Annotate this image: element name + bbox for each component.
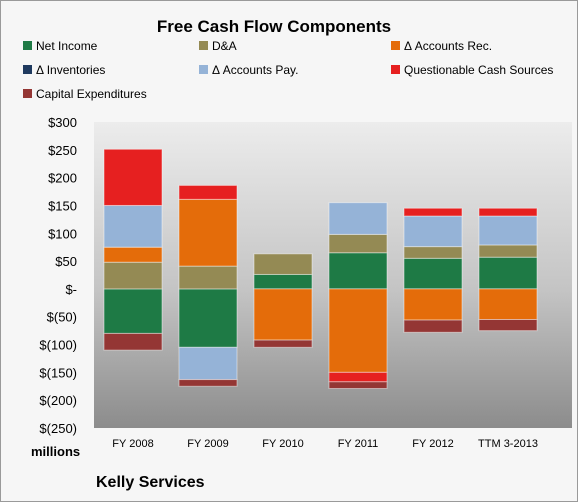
bar-segment-net-income: [478, 256, 538, 290]
y-tick-label: $200: [48, 171, 77, 186]
bar-segment-capital-expenditures: [253, 339, 313, 348]
legend-item-accounts-rec: Δ Accounts Rec.: [391, 39, 492, 53]
bar-group-fy-2011: [328, 202, 388, 389]
legend-label: Δ Inventories: [36, 63, 105, 77]
bar-segment-accounts-rec: [478, 288, 538, 321]
bar-segment-capital-expenditures: [403, 319, 463, 333]
y-tick-label: $300: [48, 115, 77, 130]
bar-segment-net-income: [403, 257, 463, 290]
company-name: Kelly Services: [96, 474, 205, 491]
y-tick-label: $(50): [47, 310, 77, 325]
bar-segment-d-a: [403, 246, 463, 259]
bar-segment-accounts-pay: [178, 346, 238, 381]
legend-item-inventories: Δ Inventories: [23, 63, 105, 77]
bar-segment-questionable-cash-sources: [328, 371, 388, 383]
bar-segment-accounts-rec: [403, 288, 463, 321]
bar-group-ttm-3-2013: [478, 207, 538, 332]
units-label: millions: [31, 444, 80, 459]
bar-segment-capital-expenditures: [478, 319, 538, 332]
bar-segment-d-a: [103, 261, 163, 290]
bar-group-fy-2009: [178, 184, 238, 387]
legend-label: Δ Accounts Pay.: [212, 63, 299, 77]
legend-item-accounts-pay: Δ Accounts Pay.: [199, 63, 299, 77]
bar-segment-accounts-rec: [328, 288, 388, 373]
legend-swatch: [199, 65, 208, 74]
y-tick-label: $(200): [39, 393, 77, 408]
bar-segment-accounts-rec: [253, 288, 313, 341]
legend-item-questionable-cash-sources: Questionable Cash Sources: [391, 63, 553, 77]
legend-swatch: [23, 65, 32, 74]
x-tick-label: TTM 3-2013: [478, 438, 538, 450]
bar-segment-d-a: [178, 265, 238, 290]
bar-segment-d-a: [253, 253, 313, 275]
legend-swatch: [391, 41, 400, 50]
bars: [103, 148, 538, 389]
chart-title: Free Cash Flow Components: [157, 17, 391, 36]
x-tick-label: FY 2011: [338, 438, 379, 450]
x-tick-label: FY 2009: [187, 438, 228, 450]
legend-item-net-income: Net Income: [23, 39, 98, 53]
bar-segment-questionable-cash-sources: [178, 184, 238, 200]
bar-segment-net-income: [253, 273, 313, 290]
x-tick-label: FY 2010: [262, 438, 303, 450]
bar-segment-net-income: [103, 288, 163, 334]
bar-segment-accounts-pay: [103, 204, 163, 248]
y-tick-label: $150: [48, 198, 77, 213]
y-tick-label: $-: [65, 282, 77, 297]
bar-segment-accounts-pay: [478, 215, 538, 246]
legend-label: Capital Expenditures: [36, 87, 147, 101]
bar-group-fy-2012: [403, 207, 463, 333]
legend-label: D&A: [212, 39, 237, 53]
legend-item-capital-expenditures: Capital Expenditures: [23, 87, 147, 101]
bar-segment-net-income: [178, 288, 238, 348]
bar-segment-accounts-pay: [403, 215, 463, 248]
bar-segment-questionable-cash-sources: [478, 207, 538, 217]
y-tick-label: $(150): [39, 365, 77, 380]
legend-swatch: [391, 65, 400, 74]
bar-segment-questionable-cash-sources: [403, 207, 463, 217]
x-tick-label: FY 2008: [112, 438, 153, 450]
bar-segment-accounts-rec: [103, 246, 163, 263]
bar-segment-accounts-rec: [178, 198, 238, 267]
legend-label: Questionable Cash Sources: [404, 63, 553, 77]
bar-group-fy-2010: [253, 253, 313, 348]
y-tick-label: $(250): [39, 421, 77, 436]
legend-swatch: [23, 41, 32, 50]
y-tick-label: $50: [55, 254, 77, 269]
bar-segment-net-income: [328, 252, 388, 290]
bar-group-fy-2008: [103, 148, 163, 351]
bar-segment-capital-expenditures: [328, 381, 388, 389]
bar-segment-capital-expenditures: [103, 332, 163, 351]
bar-segment-capital-expenditures: [178, 379, 238, 387]
x-tick-label: FY 2012: [412, 438, 453, 450]
legend-swatch: [199, 41, 208, 50]
legend-swatch: [23, 89, 32, 98]
bar-segment-d-a: [478, 244, 538, 258]
legend-item-d-a: D&A: [199, 39, 237, 53]
legend: Net Income D&A Δ Accounts Rec. Δ Inventorie…: [23, 39, 553, 101]
y-tick-label: $100: [48, 226, 77, 241]
bar-segment-d-a: [328, 233, 388, 254]
legend-label: Net Income: [36, 39, 98, 53]
legend-label: Δ Accounts Rec.: [404, 39, 492, 53]
bar-segment-accounts-pay: [328, 202, 388, 235]
y-axis: $300 $250 $200 $150 $100 $50 $- $(50) $(100) $(15…: [39, 115, 77, 436]
bar-segment-questionable-cash-sources: [103, 148, 163, 206]
y-tick-label: $(100): [39, 338, 77, 353]
y-tick-label: $250: [48, 143, 77, 158]
x-axis: FY 2008 FY 2009 FY 2010 FY 2011 FY 2012 TTM 3…: [112, 438, 538, 450]
